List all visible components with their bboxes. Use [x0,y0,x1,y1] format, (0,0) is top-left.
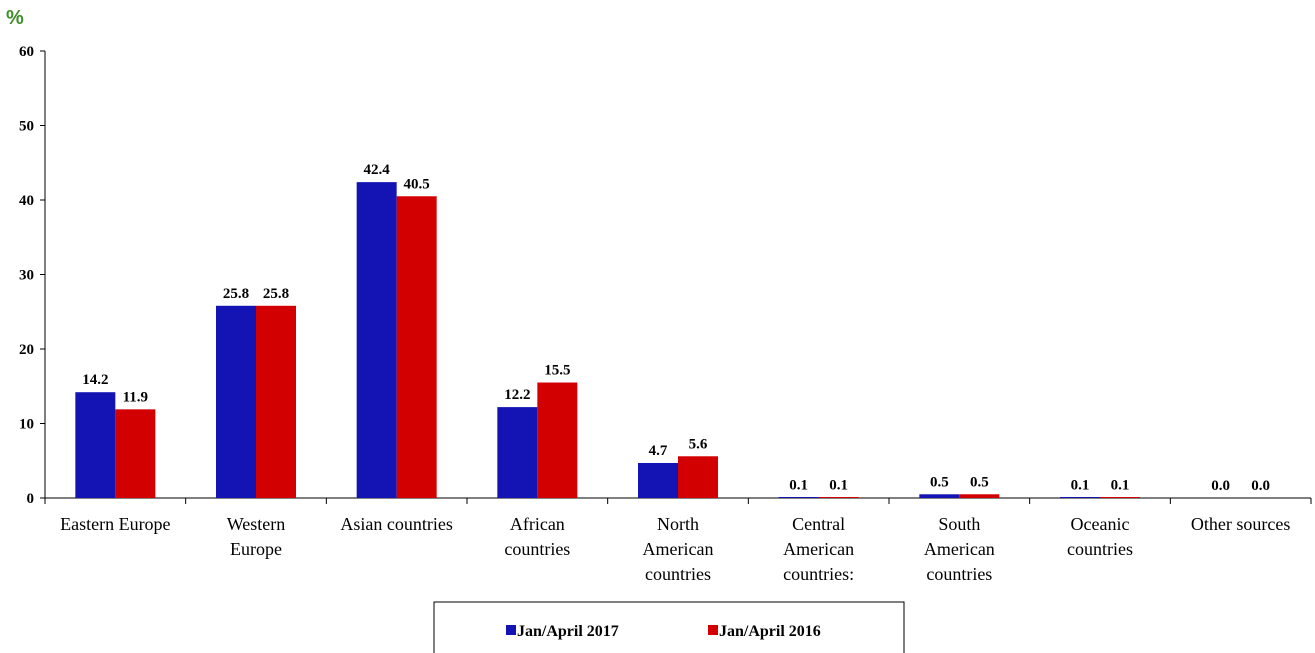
bar [115,409,156,498]
legend-swatch [708,625,718,635]
category-label: African countries [504,514,570,559]
bar [959,494,1000,498]
bar-value-label: 0.5 [930,474,949,490]
category-label: Central American countries: [783,514,854,584]
y-tick-label: 20 [19,342,34,358]
y-tick-label: 40 [19,193,34,209]
category-label: Oceanic countries [1067,514,1133,559]
bar [356,182,397,498]
legend-box [433,601,905,653]
bar-value-label: 0.1 [1071,477,1090,493]
y-tick-label: 0 [27,491,35,507]
legend-label: Jan/April 2017 [517,623,619,640]
legend-label: Jan/April 2016 [719,623,821,640]
bar-value-label: 0.1 [789,477,808,493]
legend: Jan/April 2017 Jan/April 2016 [433,601,905,653]
bar [818,497,859,498]
bar-value-label: 0.1 [1111,477,1130,493]
y-tick-label: 30 [19,268,34,284]
bar [256,305,296,498]
y-tick-label: 50 [19,119,34,135]
bar [396,196,437,498]
category-label: North American countries [643,514,714,584]
bar-value-label: 14.2 [82,372,108,388]
data-labels: 14.2 11.9 25.8 25.8 42.4 40.5 12.2 15.5 4.7 5.6 0.… [82,162,1270,494]
legend-swatch [506,625,516,635]
bar [75,392,116,498]
category-label: Western Europe [227,514,286,559]
bar-value-label: 0.0 [1251,478,1270,494]
bar-value-label: 0.1 [829,477,848,493]
y-tick-label: 60 [19,44,34,60]
bar-value-label: 25.8 [263,286,289,302]
category-labels: Eastern Europe Western Europe Asian countri… [60,514,1290,584]
bar [497,407,538,498]
bar-value-label: 5.6 [689,436,708,452]
bar [537,382,578,498]
y-axis-unit-label: % [6,7,24,29]
category-label: Asian countries [340,514,452,534]
bar-value-label: 12.2 [504,387,530,403]
bar-value-label: 11.9 [123,389,148,405]
bar [1100,497,1140,498]
category-label: South American countries [924,514,995,584]
bar-value-label: 42.4 [364,162,391,178]
bar-value-label: 40.5 [404,176,430,192]
bar [1060,497,1100,498]
bar-value-label: 25.8 [223,286,249,302]
bar [678,456,718,498]
bar [778,497,819,498]
bar-value-label: 0.0 [1211,478,1230,494]
bar-value-label: 0.5 [970,474,989,490]
bar-value-label: 4.7 [649,443,668,459]
bars [75,182,1140,498]
bar [216,305,256,498]
category-label: Other sources [1191,514,1290,534]
category-label: Eastern Europe [60,514,170,534]
y-tick-label: 10 [19,417,34,433]
bar-value-label: 15.5 [544,363,570,379]
bar [919,494,960,498]
axes: 0 10 20 30 40 50 60 [19,44,1312,507]
bar [638,462,678,498]
